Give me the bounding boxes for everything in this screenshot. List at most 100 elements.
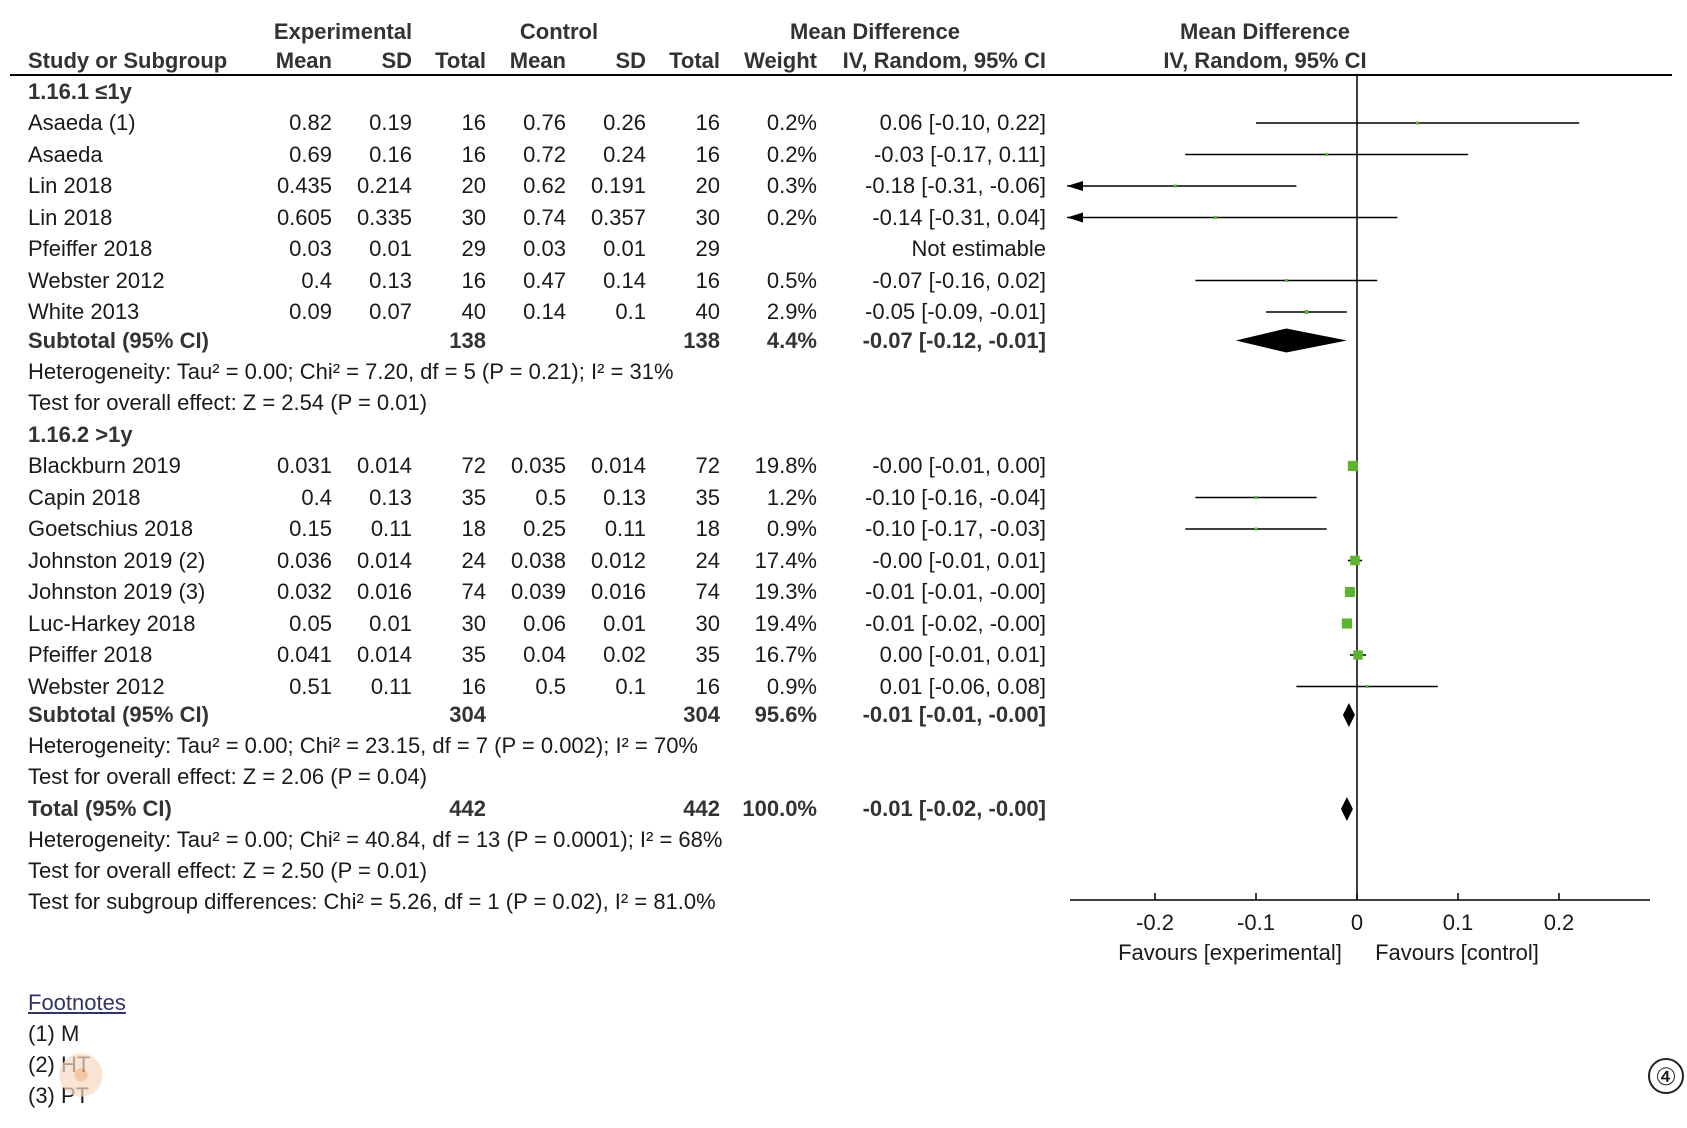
effect-square xyxy=(1325,153,1329,156)
study-n1: 35 xyxy=(461,484,486,510)
heterogeneity-text: Heterogeneity: Tau² = 0.00; Chi² = 7.20,… xyxy=(28,358,674,384)
study-m1: 0.03 xyxy=(289,236,332,261)
study-n1: 16 xyxy=(461,141,486,167)
study-m1: 0.69 xyxy=(289,141,332,167)
study-m2: 0.62 xyxy=(523,173,566,198)
study-n2: 16 xyxy=(695,141,720,167)
weight-header: Weight xyxy=(744,48,817,73)
study-n1: 16 xyxy=(461,110,486,135)
effect-square xyxy=(1341,618,1352,629)
study-ci: -0.05 [-0.09, -0.01] xyxy=(865,299,1046,324)
experimental-group-header: Experimental xyxy=(273,19,413,44)
total2-header: Total xyxy=(669,48,720,73)
subtotal-weight: 95.6% xyxy=(754,702,817,727)
effect-square xyxy=(1365,685,1369,688)
study-n1: 18 xyxy=(461,516,486,541)
study-m2: 0.47 xyxy=(523,267,566,293)
study-m2: 0.039 xyxy=(510,579,566,604)
study-m2: 0.038 xyxy=(510,547,566,573)
figure-number: ④ xyxy=(1648,1058,1684,1094)
study-m2: 0.5 xyxy=(535,484,566,510)
heterogeneity-text: Heterogeneity: Tau² = 0.00; Chi² = 23.15… xyxy=(28,733,698,758)
study-n2: 35 xyxy=(695,484,720,510)
study-m1: 0.041 xyxy=(276,642,332,667)
sd1-header: SD xyxy=(381,48,412,73)
study-name: Johnston 2019 (3) xyxy=(28,579,206,604)
subgroup-label: 1.16.2 >1y xyxy=(28,422,133,447)
study-sd1: 0.11 xyxy=(370,516,412,541)
subtotal-label: Subtotal (95% CI) xyxy=(28,702,209,727)
study-sd1: 0.19 xyxy=(369,110,412,135)
mean1-header: Mean xyxy=(275,48,332,73)
study-name: Asaeda xyxy=(28,141,103,167)
study-m2: 0.14 xyxy=(523,299,566,324)
study-sd1: 0.335 xyxy=(356,204,412,230)
study-ci: -0.00 [-0.01, 0.00] xyxy=(872,453,1046,478)
study-m2: 0.04 xyxy=(523,642,566,667)
subtotal-label: Subtotal (95% CI) xyxy=(28,327,209,353)
study-n2: 20 xyxy=(695,173,720,198)
footnote-1: (1) M xyxy=(28,1021,80,1046)
study-n2: 30 xyxy=(695,610,720,636)
effect-square xyxy=(1350,555,1360,566)
study-n1: 24 xyxy=(461,547,486,573)
study-n2: 74 xyxy=(695,579,720,604)
effect-square xyxy=(1284,279,1288,282)
ci-arrow-left xyxy=(1067,212,1083,223)
study-sd1: 0.16 xyxy=(369,141,412,167)
study-ci: 0.00 [-0.01, 0.01] xyxy=(879,642,1046,667)
subgroup-label: 1.16.1 ≤1y xyxy=(28,79,132,104)
effect-square xyxy=(1416,121,1420,125)
total-label: Total (95% CI) xyxy=(28,796,172,821)
overall-effect-text: Test for overall effect: Z = 2.06 (P = 0… xyxy=(28,764,428,789)
study-n1: 30 xyxy=(461,610,486,636)
plot-method-header: IV, Random, 95% CI xyxy=(1163,48,1367,73)
study-w: 19.4% xyxy=(754,610,817,636)
study-w: 0.5% xyxy=(766,267,817,293)
x-tick-label: 0.1 xyxy=(1443,910,1474,935)
study-n1: 72 xyxy=(461,453,486,478)
effect-square xyxy=(1254,527,1258,531)
subgroup-differences-text: Test for subgroup differences: Chi² = 5.… xyxy=(28,889,716,914)
total-n2: 442 xyxy=(683,796,720,821)
study-sd2: 0.11 xyxy=(604,516,646,541)
study-name: Asaeda (1) xyxy=(28,110,136,135)
study-sd2: 0.1 xyxy=(615,299,646,324)
study-sd2: 0.02 xyxy=(603,642,646,667)
study-name: White 2013 xyxy=(28,299,140,324)
study-ci: -0.07 [-0.16, 0.02] xyxy=(872,267,1046,293)
footnotes-link[interactable]: Footnotes xyxy=(28,990,126,1015)
md-column-title: Mean Difference xyxy=(790,19,960,44)
study-sd1: 0.13 xyxy=(369,484,412,510)
study-n2: 16 xyxy=(695,110,720,135)
study-n1: 20 xyxy=(461,173,486,198)
subtotal-ci: -0.07 [-0.12, -0.01] xyxy=(862,327,1046,353)
study-ci: -0.14 [-0.31, 0.04] xyxy=(872,204,1046,230)
study-n2: 16 xyxy=(695,267,720,293)
study-ci: -0.01 [-0.02, -0.00] xyxy=(865,610,1046,636)
pooled-diamond xyxy=(1342,703,1355,727)
effect-square xyxy=(1353,650,1363,660)
subtotal-n2: 304 xyxy=(683,702,720,727)
study-sd2: 0.13 xyxy=(603,484,646,510)
study-w: 0.3% xyxy=(766,173,817,198)
x-tick-label: -0.2 xyxy=(1136,910,1174,935)
study-sd1: 0.014 xyxy=(356,453,412,478)
study-sd2: 0.26 xyxy=(603,110,646,135)
study-sd1: 0.07 xyxy=(369,299,412,324)
study-sd2: 0.014 xyxy=(590,453,646,478)
study-w: 0.2% xyxy=(766,110,817,135)
study-sd1: 0.214 xyxy=(356,173,412,198)
study-m2: 0.03 xyxy=(523,236,566,261)
study-n2: 35 xyxy=(695,642,720,667)
favours-control-label: Favours [control] xyxy=(1375,940,1539,965)
study-ci: 0.01 [-0.06, 0.08] xyxy=(879,673,1046,699)
study-ci: Not estimable xyxy=(911,236,1046,261)
total-ci: -0.01 [-0.02, -0.00] xyxy=(862,796,1046,821)
subtotal-weight: 4.4% xyxy=(766,327,817,353)
study-w: 0.9% xyxy=(766,673,817,699)
study-name: Johnston 2019 (2) xyxy=(28,547,206,573)
study-sd1: 0.13 xyxy=(369,267,412,293)
study-sd1: 0.014 xyxy=(356,547,412,573)
plot-title: Mean Difference xyxy=(1180,19,1350,44)
